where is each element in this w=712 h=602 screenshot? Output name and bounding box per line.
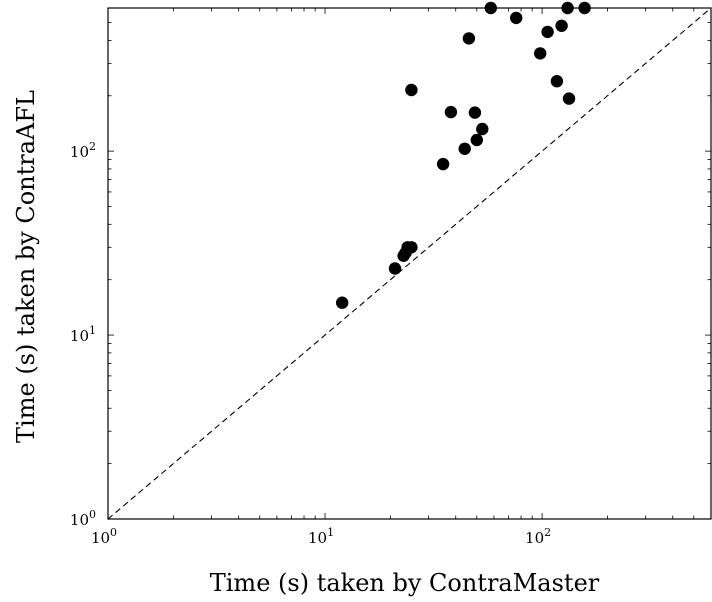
- data-point: [436, 157, 450, 171]
- x-axis-label: Time (s) taken by ContraMaster: [210, 569, 600, 597]
- data-point: [562, 92, 576, 105]
- y-tick-label: 100: [70, 508, 96, 529]
- data-point: [534, 47, 547, 60]
- y-tick-label-exponent: 2: [89, 140, 96, 153]
- x-tick-label-exponent: 2: [544, 526, 551, 539]
- data-point: [550, 75, 564, 88]
- x-tick-label-base: 10: [525, 529, 544, 547]
- data-point: [458, 142, 471, 155]
- y-tick-label: 102: [70, 140, 96, 161]
- x-tick-label-base: 10: [91, 529, 110, 547]
- data-point: [336, 296, 349, 309]
- data-point: [444, 105, 458, 119]
- y-tick-label-base: 10: [70, 143, 89, 161]
- x-tick-label-exponent: 0: [110, 526, 117, 539]
- data-point: [541, 25, 554, 39]
- x-tick-label: 102: [525, 526, 551, 547]
- data-point: [470, 133, 483, 147]
- y-tick-label: 101: [70, 324, 96, 345]
- reference-diagonal-line: [107, 7, 712, 520]
- x-tick-label-base: 10: [308, 529, 327, 547]
- y-tick-label-base: 10: [70, 327, 89, 345]
- data-point: [468, 106, 482, 119]
- data-point: [405, 83, 418, 97]
- data-point: [388, 262, 402, 275]
- data-point: [405, 241, 418, 254]
- plot-frame: [107, 7, 712, 520]
- y-tick-label-base: 10: [70, 511, 89, 529]
- x-tick-label: 100: [91, 526, 117, 547]
- data-point: [462, 32, 476, 45]
- y-tick-label-exponent: 1: [89, 324, 96, 337]
- y-tick-label-exponent: 0: [89, 508, 96, 521]
- data-points: [336, 1, 591, 309]
- data-point: [510, 11, 523, 25]
- data-point: [555, 19, 568, 32]
- x-tick-label: 101: [308, 526, 334, 547]
- data-point: [476, 122, 489, 136]
- x-tick-label-exponent: 1: [327, 526, 334, 539]
- y-axis-label: Time (s) taken by ContraAFL: [12, 90, 40, 443]
